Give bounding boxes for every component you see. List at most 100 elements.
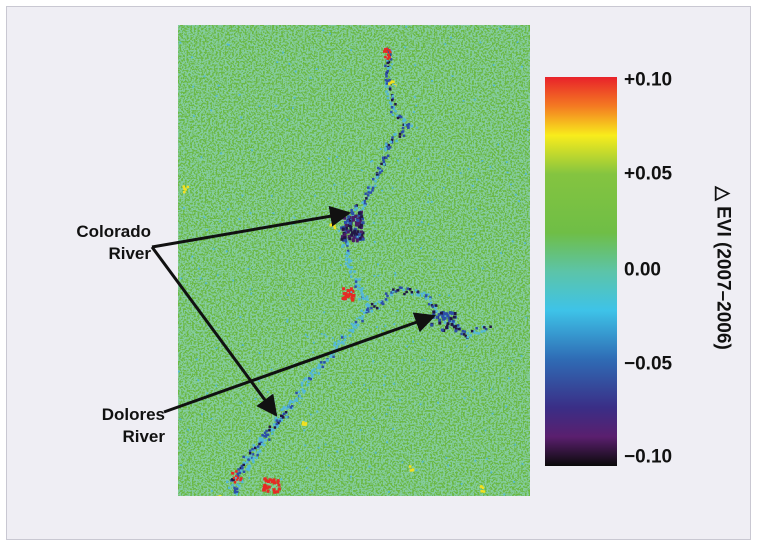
river-pixel [437,313,441,317]
river-pixel [403,123,407,127]
river-pixel [480,330,484,333]
river-pixel [238,484,241,488]
river-pixel [301,423,305,426]
river-pixel [431,80,433,82]
river-pixel [183,207,185,209]
river-pixel [236,483,239,486]
river-pixel [347,259,351,263]
river-pixel [377,300,381,304]
river-pixel [358,221,361,225]
river-pixel [258,105,261,108]
river-pixel [198,267,200,270]
river-pixel [524,242,527,244]
river-pixel [268,438,271,441]
river-pixel [312,351,315,354]
river-pixel [386,57,389,60]
river-pixel [235,475,238,478]
river-pixel [274,419,277,422]
river-pixel [366,298,369,301]
river-pixel [515,193,517,196]
river-pixel [398,398,401,401]
river-pixel [257,441,261,444]
river-pixel [285,416,288,419]
river-pixel [344,335,347,338]
river-pixel [260,443,263,446]
river-pixel [348,271,352,274]
river-pixel [232,279,235,282]
river-pixel [475,370,478,372]
river-pixel [180,464,183,466]
river-pixel [333,183,336,186]
river-pixel [350,208,353,212]
river-pixel [371,160,374,162]
river-pixel [389,81,392,84]
river-pixel [412,340,414,343]
river-pixel [493,84,495,87]
river-pixel [391,94,394,98]
river-pixel [308,162,310,165]
river-pixel [340,342,342,344]
river-pixel [393,133,396,136]
river-pixel [183,187,186,190]
river-pixel [371,186,375,190]
river-pixel [390,293,393,297]
river-pixel [360,169,363,172]
river-pixel [248,476,251,479]
river-pixel [351,330,355,333]
river-pixel [379,169,382,172]
river-pixel [359,223,363,227]
colorbar-tick-label: 0.00 [624,259,661,281]
river-pixel [343,212,347,216]
river-pixel [408,465,412,468]
river-pixel [270,480,274,484]
river-pixel [398,135,402,138]
river-pixel [367,194,370,197]
river-pixel [356,218,360,222]
river-pixel [417,383,419,385]
river-pixel [481,486,485,490]
river-pixel [361,294,365,298]
river-pixel [210,109,212,112]
river-pixel [479,485,483,488]
river-pixel [471,184,474,187]
river-pixel [380,169,384,173]
river-pixel [343,338,347,342]
river-pixel [357,284,361,288]
river-pixel [304,422,308,425]
river-pixel [510,183,512,186]
river-pixel [410,291,414,294]
river-pixel [367,310,370,313]
river-pixel [466,335,470,339]
river-pixel [260,439,263,442]
river-pixel [349,289,353,293]
river-pixel [393,382,396,385]
dolores-river-label-line2: River [122,427,165,446]
river-pixel [492,64,495,66]
river-pixel [192,85,195,88]
river-pixel [238,94,241,96]
river-pixel [248,449,252,453]
river-pixel [413,111,415,113]
river-pixel [451,75,454,77]
river-pixel [364,192,367,195]
river-pixel [228,44,230,46]
river-pixel [314,371,317,375]
river-pixel [360,317,364,321]
river-pixel [258,442,261,446]
river-pixel [424,359,426,361]
river-pixel [251,453,255,456]
river-pixel [379,148,382,150]
river-pixel [233,481,237,484]
river-pixel [257,446,260,450]
river-pixel [241,194,244,197]
river-pixel [378,167,382,171]
river-pixel [402,288,405,291]
river-pixel [374,451,377,454]
river-pixel [386,69,389,73]
river-pixel [186,185,190,189]
river-pixel [352,236,356,240]
river-pixel [343,296,347,300]
river-pixel [341,336,344,339]
river-pixel [420,221,423,224]
river-pixel [402,134,406,137]
